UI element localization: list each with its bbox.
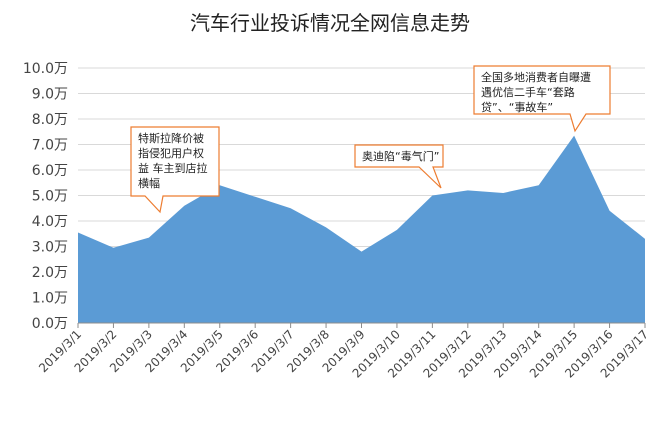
annotation-text: 指侵犯用户权	[138, 146, 204, 160]
y-axis-ticks: 0.0万 1.0万 2.0万 3.0万 4.0万 5.0万 6.0万 7.0万 8.0万 9.0万…	[23, 61, 68, 332]
annotation-text: 遇优信二手车“套路	[481, 85, 575, 99]
callout-box	[130, 126, 220, 214]
callout-box	[354, 144, 444, 189]
callout-box	[473, 65, 611, 133]
y-tick-label: 4.0万	[32, 214, 68, 230]
y-tick-label: 0.0万	[32, 316, 68, 332]
x-axis-ticks: 2019/3/12019/3/22019/3/32019/3/42019/3/5…	[36, 327, 651, 380]
annotation-text: 全国多地消费者自曝遭	[481, 70, 591, 84]
y-tick-label: 2.0万	[32, 265, 68, 281]
annotation-text: 益 车主到店拉	[138, 161, 208, 175]
annotation-text: 贷”、“事故车”	[481, 100, 553, 114]
chart-title: 汽车行业投诉情况全网信息走势	[190, 11, 470, 35]
y-tick-label: 1.0万	[32, 291, 68, 307]
y-tick-label: 7.0万	[32, 138, 68, 154]
area-series	[78, 135, 645, 323]
y-tick-label: 9.0万	[32, 87, 68, 103]
annotation-text: 奥迪陷“毒气门”	[362, 149, 439, 163]
y-tick-label: 3.0万	[32, 240, 68, 256]
annotation-text: 特斯拉降价被	[138, 131, 204, 145]
y-tick-label: 8.0万	[32, 112, 68, 128]
y-tick-label: 6.0万	[32, 163, 68, 179]
y-tick-label: 5.0万	[32, 189, 68, 205]
area-path	[78, 135, 645, 323]
annotation-callout: 奥迪陷“毒气门”	[354, 144, 444, 189]
x-axis	[77, 322, 646, 328]
annotation-text: 横幅	[138, 176, 160, 190]
y-tick-label: 10.0万	[23, 61, 68, 77]
